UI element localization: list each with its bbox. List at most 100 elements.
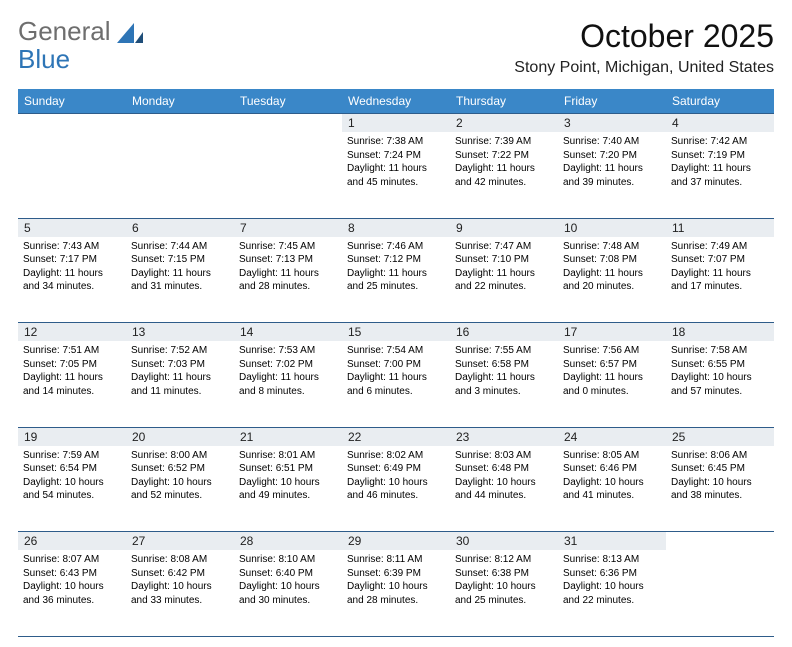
daylight-text: Daylight: 11 hours and 45 minutes.	[347, 162, 445, 189]
day-number: 18	[672, 325, 685, 339]
day-number-cell: 14	[234, 323, 342, 342]
logo-sail-icon	[117, 23, 143, 43]
sunrise-text: Sunrise: 8:11 AM	[347, 553, 445, 567]
day-number: 7	[240, 221, 247, 235]
daylight-text: Daylight: 10 hours and 30 minutes.	[239, 580, 337, 607]
daylight-text: Daylight: 11 hours and 14 minutes.	[23, 371, 121, 398]
day-number: 3	[564, 116, 571, 130]
day-cell: Sunrise: 7:59 AMSunset: 6:54 PMDaylight:…	[18, 446, 126, 532]
sunrise-text: Sunrise: 7:47 AM	[455, 240, 553, 254]
day-number: 11	[672, 221, 684, 235]
sunrise-text: Sunrise: 7:53 AM	[239, 344, 337, 358]
sunrise-text: Sunrise: 8:03 AM	[455, 449, 553, 463]
daylight-text: Daylight: 11 hours and 17 minutes.	[671, 267, 769, 294]
sunrise-text: Sunrise: 7:51 AM	[23, 344, 121, 358]
day-cell-body: Sunrise: 8:06 AMSunset: 6:45 PMDaylight:…	[666, 446, 774, 506]
day-number-cell: 26	[18, 532, 126, 551]
day-number-cell: 12	[18, 323, 126, 342]
day-number-cell	[126, 114, 234, 133]
daylight-text: Daylight: 11 hours and 34 minutes.	[23, 267, 121, 294]
sunset-text: Sunset: 7:22 PM	[455, 149, 553, 163]
daylight-text: Daylight: 10 hours and 49 minutes.	[239, 476, 337, 503]
day-number: 25	[672, 430, 685, 444]
day-number: 31	[564, 534, 577, 548]
day-cell: Sunrise: 8:13 AMSunset: 6:36 PMDaylight:…	[558, 550, 666, 636]
sunset-text: Sunset: 7:20 PM	[563, 149, 661, 163]
sunrise-text: Sunrise: 7:44 AM	[131, 240, 229, 254]
day-header: Saturday	[666, 89, 774, 114]
sunrise-text: Sunrise: 8:12 AM	[455, 553, 553, 567]
daylight-text: Daylight: 10 hours and 46 minutes.	[347, 476, 445, 503]
daylight-text: Daylight: 11 hours and 42 minutes.	[455, 162, 553, 189]
day-cell-body: Sunrise: 8:12 AMSunset: 6:38 PMDaylight:…	[450, 550, 558, 610]
sunrise-text: Sunrise: 8:10 AM	[239, 553, 337, 567]
sunset-text: Sunset: 7:15 PM	[131, 253, 229, 267]
day-cell-body: Sunrise: 7:42 AMSunset: 7:19 PMDaylight:…	[666, 132, 774, 192]
sunrise-text: Sunrise: 7:38 AM	[347, 135, 445, 149]
day-cell: Sunrise: 8:08 AMSunset: 6:42 PMDaylight:…	[126, 550, 234, 636]
day-cell-body: Sunrise: 8:11 AMSunset: 6:39 PMDaylight:…	[342, 550, 450, 610]
day-cell: Sunrise: 7:40 AMSunset: 7:20 PMDaylight:…	[558, 132, 666, 218]
sunset-text: Sunset: 7:07 PM	[671, 253, 769, 267]
day-cell-body: Sunrise: 7:46 AMSunset: 7:12 PMDaylight:…	[342, 237, 450, 297]
day-number: 23	[456, 430, 469, 444]
day-number-cell: 6	[126, 218, 234, 237]
day-number-cell: 21	[234, 427, 342, 446]
day-cell: Sunrise: 7:56 AMSunset: 6:57 PMDaylight:…	[558, 341, 666, 427]
sunrise-text: Sunrise: 7:52 AM	[131, 344, 229, 358]
sunset-text: Sunset: 6:39 PM	[347, 567, 445, 581]
day-cell-body: Sunrise: 8:10 AMSunset: 6:40 PMDaylight:…	[234, 550, 342, 610]
sunrise-text: Sunrise: 7:55 AM	[455, 344, 553, 358]
month-title: October 2025	[514, 18, 774, 55]
day-cell-body: Sunrise: 8:05 AMSunset: 6:46 PMDaylight:…	[558, 446, 666, 506]
location-subtitle: Stony Point, Michigan, United States	[514, 59, 774, 77]
day-number: 21	[240, 430, 253, 444]
day-number-cell: 30	[450, 532, 558, 551]
day-number-cell	[666, 532, 774, 551]
daylight-text: Daylight: 11 hours and 20 minutes.	[563, 267, 661, 294]
day-cell-body: Sunrise: 7:45 AMSunset: 7:13 PMDaylight:…	[234, 237, 342, 297]
day-cell: Sunrise: 7:52 AMSunset: 7:03 PMDaylight:…	[126, 341, 234, 427]
day-cell-body: Sunrise: 8:00 AMSunset: 6:52 PMDaylight:…	[126, 446, 234, 506]
week-row: Sunrise: 8:07 AMSunset: 6:43 PMDaylight:…	[18, 550, 774, 636]
daylight-text: Daylight: 10 hours and 54 minutes.	[23, 476, 121, 503]
day-number: 13	[132, 325, 145, 339]
day-number-cell: 1	[342, 114, 450, 133]
sunset-text: Sunset: 6:40 PM	[239, 567, 337, 581]
day-number-cell: 13	[126, 323, 234, 342]
week-row: Sunrise: 7:59 AMSunset: 6:54 PMDaylight:…	[18, 446, 774, 532]
day-number-cell: 3	[558, 114, 666, 133]
daylight-text: Daylight: 11 hours and 0 minutes.	[563, 371, 661, 398]
day-header: Thursday	[450, 89, 558, 114]
sunset-text: Sunset: 6:42 PM	[131, 567, 229, 581]
sunrise-text: Sunrise: 7:39 AM	[455, 135, 553, 149]
day-number: 30	[456, 534, 469, 548]
day-cell-body: Sunrise: 7:38 AMSunset: 7:24 PMDaylight:…	[342, 132, 450, 192]
sunrise-text: Sunrise: 7:59 AM	[23, 449, 121, 463]
day-cell: Sunrise: 7:45 AMSunset: 7:13 PMDaylight:…	[234, 237, 342, 323]
daylight-text: Daylight: 11 hours and 8 minutes.	[239, 371, 337, 398]
daylight-text: Daylight: 10 hours and 28 minutes.	[347, 580, 445, 607]
day-cell: Sunrise: 8:11 AMSunset: 6:39 PMDaylight:…	[342, 550, 450, 636]
day-number: 15	[348, 325, 361, 339]
sunset-text: Sunset: 6:51 PM	[239, 462, 337, 476]
daylight-text: Daylight: 10 hours and 33 minutes.	[131, 580, 229, 607]
day-number: 6	[132, 221, 139, 235]
sunset-text: Sunset: 6:48 PM	[455, 462, 553, 476]
day-number: 28	[240, 534, 253, 548]
day-number: 19	[24, 430, 37, 444]
day-cell-body: Sunrise: 8:02 AMSunset: 6:49 PMDaylight:…	[342, 446, 450, 506]
sunrise-text: Sunrise: 8:06 AM	[671, 449, 769, 463]
sunset-text: Sunset: 7:19 PM	[671, 149, 769, 163]
day-cell-body: Sunrise: 7:40 AMSunset: 7:20 PMDaylight:…	[558, 132, 666, 192]
day-number-cell	[234, 114, 342, 133]
day-cell: Sunrise: 7:53 AMSunset: 7:02 PMDaylight:…	[234, 341, 342, 427]
daylight-text: Daylight: 10 hours and 36 minutes.	[23, 580, 121, 607]
week-row: Sunrise: 7:43 AMSunset: 7:17 PMDaylight:…	[18, 237, 774, 323]
daylight-text: Daylight: 11 hours and 37 minutes.	[671, 162, 769, 189]
sunrise-text: Sunrise: 8:01 AM	[239, 449, 337, 463]
day-cell-body: Sunrise: 7:43 AMSunset: 7:17 PMDaylight:…	[18, 237, 126, 297]
header-bar: General October 2025 Stony Point, Michig…	[18, 18, 774, 77]
day-cell	[18, 132, 126, 218]
week-daynum-row: 262728293031	[18, 532, 774, 551]
